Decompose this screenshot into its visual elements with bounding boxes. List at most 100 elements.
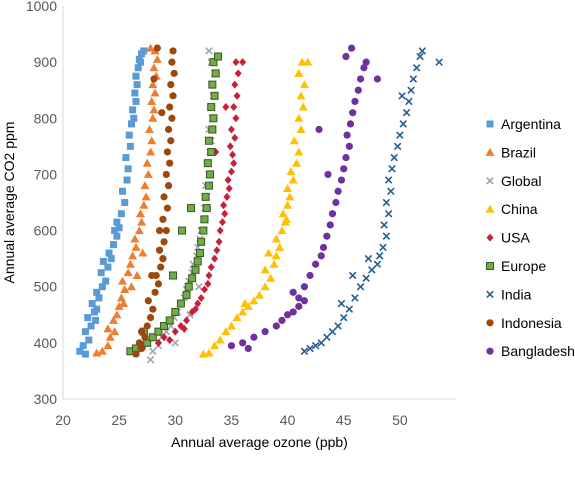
data-point	[168, 58, 176, 66]
data-point	[346, 120, 355, 128]
data-point	[160, 238, 168, 246]
series-brazil	[92, 43, 162, 357]
data-point	[278, 209, 288, 218]
data-point	[319, 243, 328, 252]
x-tick-label: 25	[111, 412, 127, 428]
data-point	[119, 187, 127, 195]
data-point	[364, 254, 373, 263]
data-point	[93, 288, 101, 296]
data-point	[162, 170, 170, 179]
y-tick-labels: 300 400 500 600 700 800 900 1000	[26, 0, 57, 407]
data-point	[164, 182, 173, 190]
data-point	[123, 268, 133, 277]
data-point	[152, 54, 162, 63]
data-point	[261, 328, 269, 336]
data-point	[234, 69, 242, 78]
data-point	[224, 176, 232, 185]
data-point	[399, 120, 407, 128]
legend-item: Bangladesh	[486, 343, 575, 359]
data-point	[144, 297, 152, 305]
legend-label: China	[501, 201, 538, 217]
data-point	[97, 269, 105, 277]
data-point	[114, 301, 124, 310]
data-point	[81, 350, 89, 358]
series-usa	[154, 58, 247, 347]
data-point	[334, 187, 342, 195]
data-point	[409, 75, 418, 83]
data-point	[342, 153, 350, 162]
data-point	[396, 131, 404, 139]
data-point	[165, 316, 174, 325]
data-point	[299, 80, 309, 89]
data-point	[233, 91, 241, 100]
data-point	[170, 69, 178, 77]
data-point	[271, 234, 281, 243]
legend-marker	[486, 262, 494, 270]
data-point	[380, 221, 388, 229]
data-point	[136, 58, 144, 66]
data-point	[103, 341, 113, 350]
data-point	[390, 153, 399, 162]
data-point	[207, 147, 216, 156]
x-tick-label: 35	[224, 412, 240, 428]
data-point	[191, 265, 200, 274]
data-point	[176, 299, 185, 308]
data-point	[360, 64, 368, 72]
data-point	[208, 80, 217, 89]
data-point	[166, 159, 174, 167]
data-point	[131, 89, 139, 97]
data-point	[138, 328, 146, 336]
legend-label: Brazil	[501, 144, 536, 160]
data-point	[85, 336, 93, 344]
legend-label: Bangladesh	[501, 343, 575, 359]
legend-label: Europe	[501, 258, 546, 274]
data-point	[143, 169, 153, 178]
data-point	[115, 224, 123, 232]
data-point	[150, 75, 158, 83]
data-point	[238, 307, 248, 316]
data-point	[269, 259, 279, 268]
data-point	[137, 217, 147, 226]
data-point	[140, 47, 148, 55]
data-point	[384, 209, 393, 218]
data-point	[289, 308, 297, 316]
data-point	[295, 302, 303, 310]
data-point	[286, 167, 296, 176]
data-point	[119, 299, 129, 308]
data-point	[328, 210, 337, 218]
data-point	[121, 199, 129, 206]
data-point	[289, 288, 297, 296]
legend-label: USA	[501, 230, 530, 246]
data-point	[220, 201, 228, 210]
data-point	[205, 271, 213, 280]
y-tick-label: 800	[34, 110, 58, 126]
data-point	[142, 158, 152, 167]
data-point	[171, 327, 179, 336]
data-point	[134, 64, 142, 72]
data-point	[215, 335, 225, 344]
data-point	[126, 142, 134, 150]
data-point	[166, 103, 174, 111]
data-point	[113, 218, 121, 226]
data-point	[149, 347, 157, 356]
data-point	[216, 226, 224, 235]
data-point	[194, 299, 202, 308]
data-point	[294, 147, 304, 156]
data-point	[227, 167, 235, 176]
data-point	[384, 176, 393, 184]
data-point	[105, 332, 115, 341]
data-point	[300, 347, 309, 356]
data-point	[126, 282, 136, 291]
data-point	[169, 271, 178, 280]
data-point	[155, 246, 164, 254]
y-tick-label: 500	[34, 279, 58, 295]
legend-item: Brazil	[485, 144, 536, 160]
data-point	[92, 316, 100, 324]
data-point	[225, 184, 233, 193]
data-point	[180, 324, 188, 333]
data-point	[288, 175, 298, 184]
data-point	[402, 108, 411, 117]
data-point	[407, 86, 415, 94]
data-point	[144, 125, 154, 134]
